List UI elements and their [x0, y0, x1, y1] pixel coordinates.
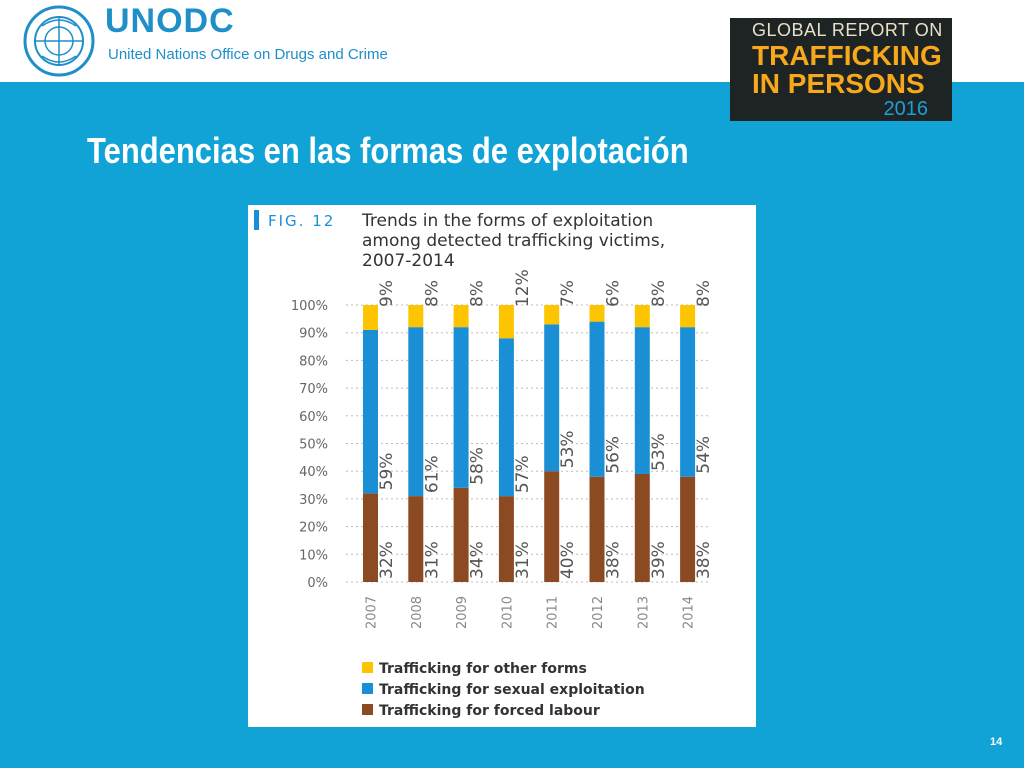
y-tick-label: 70% [299, 382, 328, 397]
bar-segment [680, 327, 696, 477]
un-emblem-icon [23, 5, 95, 77]
x-tick-label: 2014 [682, 596, 697, 629]
bar-segment [544, 305, 560, 325]
data-label: 31% [513, 541, 533, 579]
data-label: 38% [694, 541, 714, 579]
bar-segment [634, 327, 650, 474]
org-name: UNODC [105, 2, 235, 40]
y-tick-label: 0% [307, 576, 328, 591]
chart-title-line: Trends in the forms of exploitation [361, 211, 653, 231]
y-tick-label: 80% [299, 354, 328, 369]
slide-title: Tendencias en las formas de explotación [87, 130, 689, 171]
stacked-bar-chart: FIG. 12 Trends in the forms of exploitati… [254, 210, 714, 719]
data-label: 8% [468, 280, 488, 307]
data-label: 53% [558, 430, 578, 468]
x-tick-label: 2010 [500, 596, 515, 629]
data-label: 8% [649, 280, 669, 307]
x-tick-label: 2008 [410, 596, 425, 629]
bar-segment [589, 305, 605, 322]
org-subtitle: United Nations Office on Drugs and Crime [108, 46, 388, 63]
bar-segment [680, 305, 696, 328]
y-tick-label: 100% [291, 299, 328, 314]
bar-segment [634, 473, 650, 582]
y-tick-label: 10% [299, 548, 328, 563]
page-number: 14 [990, 736, 1003, 748]
report-cover-line3: IN PERSONS [752, 68, 925, 99]
report-cover-year: 2016 [883, 98, 929, 120]
bar-segment [363, 493, 378, 582]
data-label: 31% [422, 541, 442, 579]
legend-label: Trafficking for other forms [379, 661, 587, 677]
data-label: 54% [694, 436, 714, 474]
data-label: 32% [377, 541, 397, 579]
report-cover-logo: GLOBAL REPORT ON TRAFFICKING IN PERSONS … [730, 18, 952, 121]
chart-title-line: 2007-2014 [362, 251, 455, 271]
y-tick-label: 60% [299, 410, 328, 425]
bar-segment [453, 327, 469, 488]
legend-swatch [362, 704, 373, 715]
bar-segment [408, 327, 424, 497]
data-label: 39% [649, 541, 669, 579]
bar-segment [498, 338, 514, 497]
report-cover-line2: TRAFFICKING [752, 40, 942, 71]
data-label: 8% [694, 280, 714, 307]
bar-segment [363, 329, 378, 494]
legend-swatch [362, 683, 373, 694]
bar-segment [453, 487, 469, 582]
x-tick-label: 2012 [591, 596, 606, 629]
data-label: 6% [604, 280, 624, 307]
bar-segment [453, 305, 469, 328]
bar-segment [498, 305, 514, 339]
report-cover-line1: GLOBAL REPORT ON [752, 20, 943, 40]
bar-segment [408, 496, 424, 582]
bar-segment [544, 471, 560, 582]
x-tick-label: 2013 [636, 596, 651, 629]
chart-title-line: among detected trafficking victims, [362, 231, 665, 251]
x-tick-label: 2007 [365, 596, 380, 629]
x-tick-label: 2011 [546, 596, 561, 629]
data-label: 58% [468, 447, 488, 485]
bar-segment [544, 324, 560, 472]
data-label: 12% [513, 269, 533, 307]
bar-segment [634, 305, 650, 328]
data-label: 7% [558, 280, 578, 307]
data-label: 34% [468, 541, 488, 579]
data-label: 40% [558, 541, 578, 579]
y-tick-label: 50% [299, 438, 328, 453]
data-label: 53% [649, 433, 669, 471]
bar-segment [589, 476, 605, 582]
legend-label: Trafficking for forced labour [379, 703, 600, 719]
fig-label: FIG. 12 [268, 212, 335, 230]
data-label: 8% [422, 280, 442, 307]
bar-segment [589, 321, 605, 477]
bar-segment [680, 476, 696, 582]
x-tick-label: 2009 [455, 596, 470, 629]
chart-panel: FIG. 12 Trends in the forms of exploitati… [248, 205, 756, 727]
y-tick-label: 40% [299, 465, 328, 480]
bar-segment [363, 305, 378, 330]
y-tick-label: 20% [299, 521, 328, 536]
data-label: 57% [513, 455, 533, 493]
data-label: 38% [604, 541, 624, 579]
legend-label: Trafficking for sexual exploitation [379, 682, 645, 698]
bar-segment [408, 305, 424, 328]
data-label: 9% [377, 280, 397, 307]
y-tick-label: 90% [299, 327, 328, 342]
y-tick-label: 30% [299, 493, 328, 508]
data-label: 61% [422, 455, 442, 493]
data-label: 59% [377, 453, 397, 491]
data-label: 56% [604, 436, 624, 474]
bar-segment [498, 496, 514, 582]
legend-swatch [362, 662, 373, 673]
fig-marker [254, 210, 259, 230]
